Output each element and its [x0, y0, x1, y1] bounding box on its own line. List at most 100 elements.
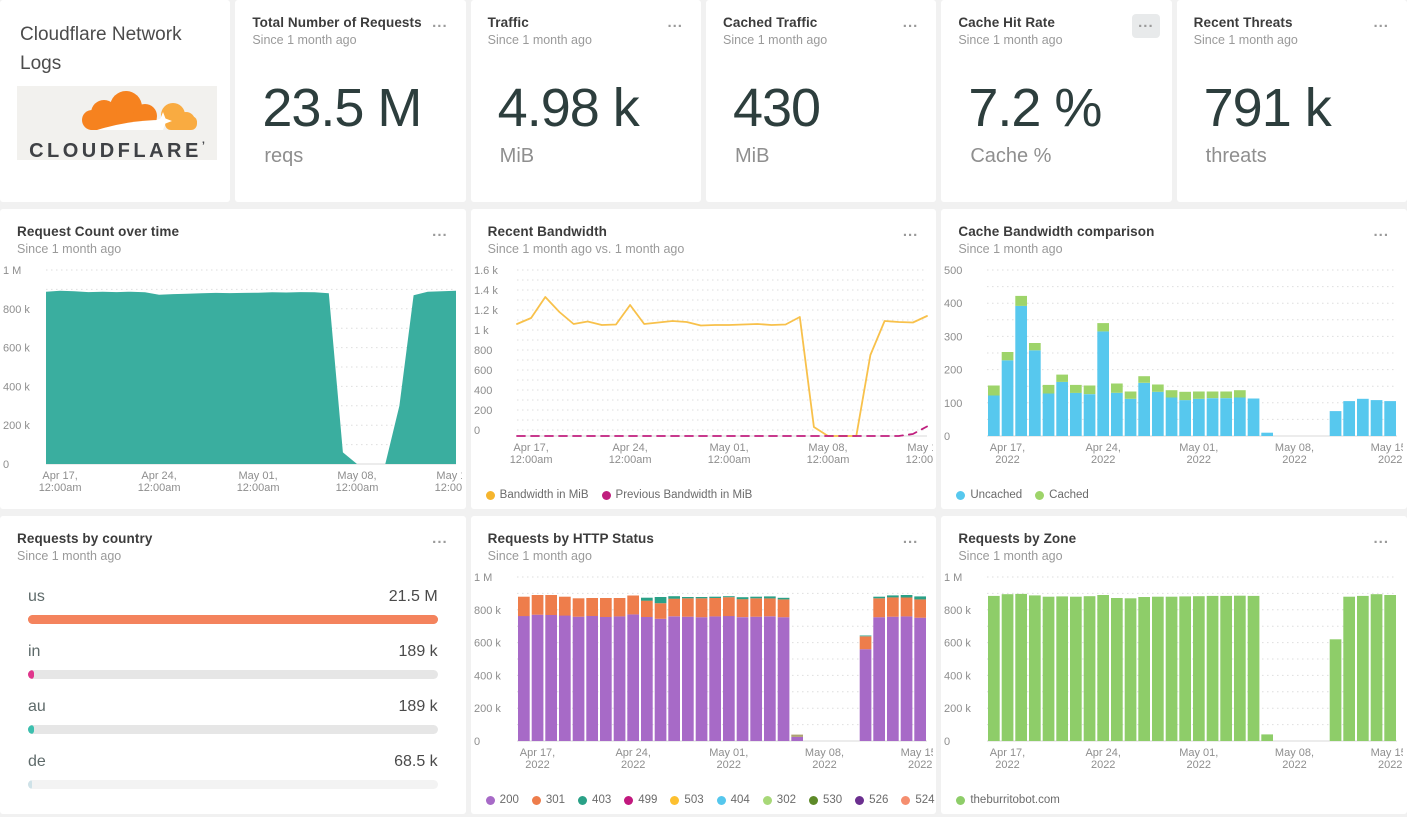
legend-item[interactable]: 200 [485, 794, 519, 806]
country-bar-fill [28, 780, 33, 789]
panel-menu-button[interactable]: ... [426, 223, 454, 247]
legend-item[interactable]: 503 [670, 794, 704, 806]
country-label: de [28, 753, 46, 770]
stat-value: 430 [732, 78, 821, 138]
panel-title: Cached Traffic [722, 15, 818, 30]
panel-title: Cache Bandwidth comparison [958, 224, 1155, 239]
http-status-legend: 200 301 403 499 503 404 302 530 526 524 [485, 794, 935, 806]
svg-text:Apr 17,: Apr 17, [990, 747, 1025, 759]
svg-text:1 k: 1 k [474, 325, 489, 337]
panel-menu-button[interactable]: ... [426, 530, 454, 554]
svg-text:12:00am: 12:00am [806, 454, 849, 466]
panel-title: Recent Bandwidth [487, 224, 608, 239]
panel-subtitle: Since 1 month ago [958, 33, 1063, 47]
svg-text:600 k: 600 k [474, 638, 501, 650]
svg-text:400: 400 [944, 298, 962, 310]
legend-item[interactable]: 530 [808, 794, 842, 806]
svg-text:May 15,: May 15, [1371, 747, 1403, 759]
legend-dot-icon [485, 795, 495, 805]
legend-item[interactable]: Previous Bandwidth in MiB [601, 489, 752, 501]
svg-text:800 k: 800 k [944, 605, 971, 617]
svg-text:12:00am: 12:00am [39, 482, 82, 494]
panel-cache-hit-rate: Cache Hit Rate Since 1 month ago ... 7.2… [941, 0, 1172, 202]
svg-text:1 M: 1 M [474, 572, 492, 584]
panel-subtitle: Since 1 month ago [958, 549, 1063, 563]
legend-item[interactable]: Bandwidth in MiB [485, 489, 589, 501]
panel-menu-button[interactable]: ... [426, 14, 454, 38]
svg-text:May 08,: May 08, [337, 470, 376, 482]
svg-text:2022: 2022 [1091, 454, 1115, 466]
svg-text:2022: 2022 [1187, 759, 1211, 771]
svg-text:2022: 2022 [908, 759, 932, 771]
legend-dot-icon [956, 490, 966, 500]
svg-text:12:00am: 12:00am [336, 482, 379, 494]
svg-text:1 M: 1 M [3, 265, 21, 277]
panel-recent-threats: Recent Threats Since 1 month ago ... 791… [1176, 0, 1407, 202]
legend-item[interactable]: theburritobot.com [956, 794, 1060, 806]
panel-subtitle: Since 1 month ago [487, 33, 592, 47]
cache-bandwidth-legend: Uncached Cached [956, 489, 1089, 501]
svg-text:12:00am: 12:00am [509, 454, 552, 466]
svg-text:Apr 24,: Apr 24, [615, 747, 650, 759]
svg-text:12:00am: 12:00am [138, 482, 181, 494]
panel-menu-button[interactable]: ... [897, 223, 925, 247]
svg-text:May 08,: May 08, [1275, 442, 1314, 454]
svg-text:0: 0 [944, 736, 950, 748]
country-label: in [28, 643, 41, 660]
dashboard-title: Cloudflare Network Logs [20, 24, 182, 74]
panel-menu-button[interactable]: ... [897, 14, 925, 38]
recent-bandwidth-legend: Bandwidth in MiB Previous Bandwidth in Mi… [485, 489, 752, 501]
panel-menu-button[interactable]: ... [661, 14, 689, 38]
svg-text:1.2 k: 1.2 k [474, 305, 498, 317]
svg-text:2022: 2022 [1283, 759, 1307, 771]
svg-text:0: 0 [474, 736, 480, 748]
legend-item[interactable]: 403 [578, 794, 611, 806]
panel-cached-traffic: Cached Traffic Since 1 month ago ... 430… [705, 0, 937, 202]
svg-text:2022: 2022 [1283, 454, 1307, 466]
legend-item[interactable]: Cached [1035, 489, 1089, 501]
panel-traffic: Traffic Since 1 month ago ... 4.98 k MiB [470, 0, 701, 202]
legend-item[interactable]: Uncached [956, 489, 1022, 501]
panel-menu-button[interactable]: ... [897, 530, 925, 554]
svg-text:0: 0 [944, 431, 950, 443]
svg-text:12:00am: 12:00am [905, 454, 932, 466]
country-value: 21.5 M [388, 588, 438, 605]
legend-item[interactable]: 404 [716, 794, 750, 806]
panel-menu-button[interactable]: ... [1368, 530, 1396, 554]
legend-dot-icon [1035, 490, 1045, 500]
svg-text:2022: 2022 [1378, 759, 1402, 771]
panel-menu-button[interactable]: ... [1367, 14, 1395, 38]
panel-requests-by-zone: Requests by Zone Since 1 month ago ... 0… [941, 516, 1407, 814]
panel-subtitle: Since 1 month ago [252, 33, 357, 47]
legend-item[interactable]: 524 [901, 794, 935, 806]
legend-item[interactable]: 302 [762, 794, 796, 806]
svg-text:200: 200 [474, 405, 492, 417]
svg-text:800 k: 800 k [3, 304, 30, 316]
svg-text:600 k: 600 k [3, 343, 30, 355]
panel-title: Cache Hit Rate [958, 15, 1055, 30]
svg-text:400 k: 400 k [944, 670, 971, 682]
svg-text:0: 0 [474, 425, 480, 437]
legend-item[interactable]: 301 [531, 794, 565, 806]
legend-item[interactable]: 499 [624, 794, 657, 806]
panel-title: Recent Threats [1193, 15, 1293, 30]
legend-dot-icon [956, 795, 966, 805]
country-bar-track [28, 725, 438, 734]
svg-text:Apr 17,: Apr 17, [519, 747, 554, 759]
svg-text:400 k: 400 k [3, 381, 30, 393]
legend-dot-icon [485, 490, 495, 500]
stat-value: 791 k [1203, 78, 1332, 138]
panel-title: Requests by Zone [958, 531, 1077, 546]
svg-text:Apr 17,: Apr 17, [990, 442, 1025, 454]
legend-item[interactable]: 526 [855, 794, 888, 806]
svg-text:1.4 k: 1.4 k [474, 285, 498, 297]
panel-menu-button[interactable]: ... [1368, 223, 1396, 247]
svg-text:2022: 2022 [1091, 759, 1115, 771]
panel-title: Traffic [487, 15, 529, 30]
panel-menu-button[interactable]: ... [1132, 14, 1160, 38]
